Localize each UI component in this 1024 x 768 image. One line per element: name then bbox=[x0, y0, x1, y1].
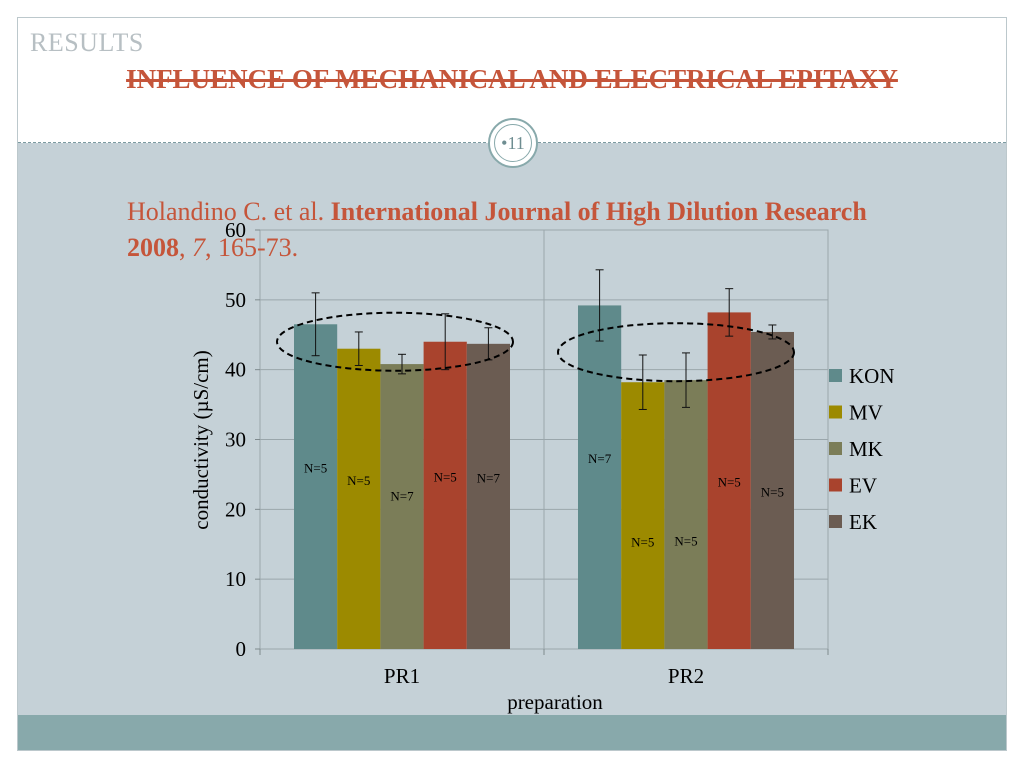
legend-swatch-mk bbox=[829, 442, 842, 455]
bar-kon-pr1 bbox=[294, 324, 338, 649]
n-label: N=7 bbox=[477, 470, 501, 485]
bar-mv-pr1 bbox=[337, 348, 381, 649]
annotation-ellipse-pr1 bbox=[276, 311, 514, 372]
bar-kon-pr2 bbox=[578, 305, 622, 649]
bar-ev-pr1 bbox=[423, 341, 467, 649]
page-number-badge: •11 bbox=[488, 118, 538, 168]
legend-label-mv: MV bbox=[849, 401, 883, 425]
legend-swatch-kon bbox=[829, 369, 842, 382]
n-label: N=5 bbox=[347, 473, 370, 488]
slide-title: INFLUENCE OF MECHANICAL AND ELECTRICAL E… bbox=[126, 64, 898, 94]
x-category-label: PR2 bbox=[668, 664, 704, 688]
bar-mk-pr1 bbox=[380, 364, 424, 649]
y-tick-label: 0 bbox=[236, 637, 247, 661]
slide-footer-band bbox=[18, 715, 1006, 750]
legend-label-ek: EK bbox=[849, 510, 877, 534]
citation-separator: , bbox=[179, 233, 192, 262]
legend-label-ev: EV bbox=[849, 474, 877, 498]
n-label: N=7 bbox=[390, 489, 414, 504]
legend-swatch-ev bbox=[829, 478, 842, 492]
n-label: N=5 bbox=[434, 469, 457, 484]
bar-ek-pr1 bbox=[466, 343, 510, 649]
slide-content-area bbox=[18, 143, 1006, 715]
y-tick-label: 60 bbox=[225, 218, 246, 242]
y-tick-label: 20 bbox=[225, 497, 246, 521]
citation: Holandino C. et al. International Journa… bbox=[127, 194, 927, 266]
n-label: N=5 bbox=[761, 484, 784, 499]
x-axis-title: preparation bbox=[507, 690, 603, 714]
citation-authors: Holandino C. et al. bbox=[127, 197, 331, 226]
citation-journal: International Journal of High Dilution R… bbox=[127, 197, 867, 262]
n-label: N=5 bbox=[674, 534, 697, 549]
n-label: N=5 bbox=[718, 475, 741, 490]
bar-mk-pr2 bbox=[664, 380, 708, 649]
bar-ev-pr2 bbox=[707, 312, 751, 649]
section-label: RESULTS bbox=[30, 28, 144, 57]
y-axis-title: conductivity (µS/cm) bbox=[189, 350, 213, 529]
bar-mv-pr2 bbox=[621, 382, 665, 649]
legend-swatch-mv bbox=[829, 405, 842, 419]
n-label: N=5 bbox=[631, 535, 654, 550]
slide-frame bbox=[17, 17, 1007, 751]
y-tick-label: 40 bbox=[225, 358, 246, 382]
citation-volume: 7 bbox=[192, 233, 205, 262]
legend-label-kon: KON bbox=[849, 364, 895, 388]
n-label: N=5 bbox=[304, 461, 327, 476]
y-tick-label: 30 bbox=[225, 428, 246, 452]
y-tick-label: 10 bbox=[225, 567, 246, 591]
annotation-ellipse-pr2 bbox=[557, 322, 795, 383]
legend-swatch-ek bbox=[829, 515, 842, 528]
bar-ek-pr2 bbox=[750, 331, 794, 649]
n-label: N=7 bbox=[588, 451, 612, 466]
x-category-label: PR1 bbox=[384, 664, 420, 688]
y-tick-label: 50 bbox=[225, 288, 246, 312]
page-number: •11 bbox=[494, 124, 532, 162]
legend-label-mk: MK bbox=[849, 437, 883, 461]
citation-pages: , 165-73. bbox=[205, 233, 299, 262]
